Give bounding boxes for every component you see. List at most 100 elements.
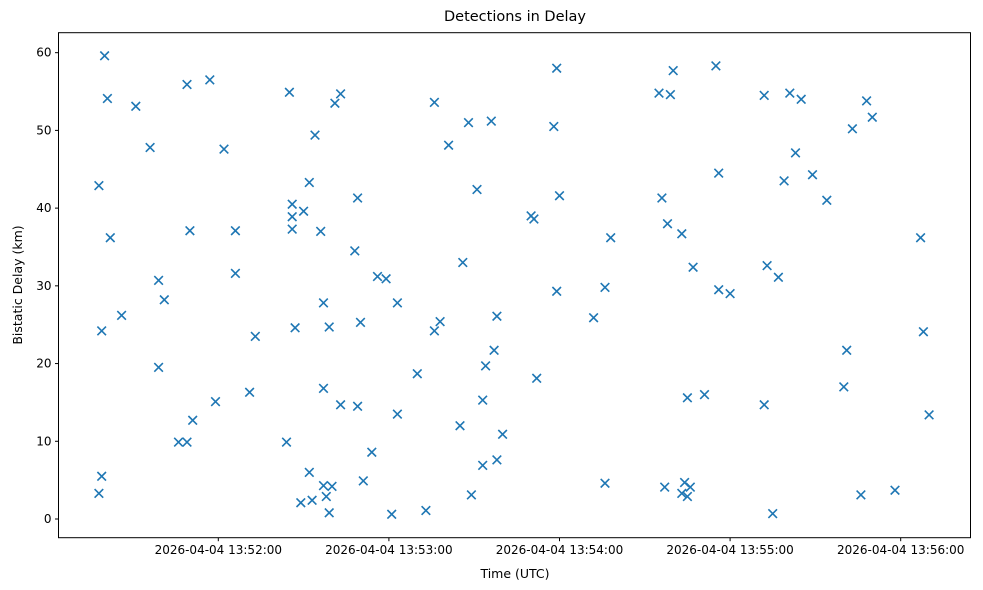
plot-frame	[58, 32, 971, 539]
data-point	[159, 294, 170, 305]
data-point	[548, 121, 559, 132]
data-point	[659, 482, 670, 492]
data-point	[838, 382, 849, 392]
data-point	[492, 311, 502, 322]
data-point	[790, 148, 801, 158]
data-point	[529, 214, 539, 224]
data-point	[915, 232, 926, 243]
y-tick-label: 50	[36, 123, 51, 137]
data-point	[688, 262, 698, 273]
data-point	[94, 488, 104, 499]
data-point	[324, 322, 335, 332]
data-point	[759, 399, 770, 410]
data-point	[662, 218, 673, 229]
x-tick-label: 2026-04-04 13:55:00	[666, 543, 793, 557]
data-point	[924, 410, 934, 420]
data-point	[531, 373, 542, 384]
data-point	[807, 169, 818, 180]
y-tick-label: 10	[36, 434, 51, 448]
data-point	[472, 184, 482, 195]
data-point	[321, 491, 332, 502]
data-point	[307, 495, 317, 506]
data-point	[600, 478, 610, 489]
data-point	[588, 312, 599, 323]
data-point	[477, 460, 488, 471]
data-point	[386, 509, 397, 520]
data-point	[318, 298, 329, 308]
data-point	[102, 93, 113, 104]
data-point	[682, 491, 693, 502]
data-point	[153, 275, 164, 286]
data-point	[185, 225, 195, 236]
data-point	[304, 467, 315, 478]
data-point	[489, 345, 499, 356]
data-point	[492, 455, 502, 465]
data-point	[244, 387, 255, 398]
data-point	[676, 488, 687, 499]
data-point	[355, 317, 366, 328]
data-point	[841, 345, 852, 356]
y-tick-label: 20	[36, 357, 51, 371]
data-point	[711, 61, 721, 71]
data-point	[327, 481, 337, 492]
data-point	[381, 273, 391, 284]
data-point	[773, 272, 784, 283]
y-tick-label: 0	[44, 512, 52, 526]
data-point	[605, 232, 616, 243]
data-point	[182, 79, 192, 90]
data-point	[372, 271, 383, 282]
data-point	[392, 298, 403, 308]
data-point	[486, 116, 497, 126]
data-point	[392, 409, 403, 419]
data-point	[96, 326, 107, 336]
data-point	[187, 415, 198, 426]
data-point	[324, 507, 335, 518]
data-point	[105, 232, 116, 243]
data-point	[281, 437, 292, 447]
data-point	[861, 96, 872, 106]
data-point	[668, 65, 679, 76]
data-point	[219, 144, 229, 154]
data-point	[250, 331, 261, 342]
data-point	[130, 101, 141, 112]
data-point	[600, 282, 610, 293]
data-point	[99, 50, 110, 61]
data-point	[318, 480, 329, 491]
data-point	[421, 505, 431, 516]
data-point	[153, 362, 164, 373]
data-point	[310, 130, 320, 140]
data-point	[779, 176, 789, 186]
x-tick-label: 2026-04-04 13:56:00	[837, 543, 964, 557]
x-tick-label: 2026-04-04 13:54:00	[496, 543, 623, 557]
data-point	[725, 288, 735, 299]
data-point	[366, 447, 377, 458]
data-point	[466, 490, 477, 500]
data-point	[284, 87, 295, 98]
data-point	[96, 471, 107, 482]
y-tick-label: 40	[36, 201, 51, 215]
data-point	[654, 88, 664, 98]
data-point	[352, 193, 363, 203]
data-point	[412, 368, 423, 379]
x-tick-label: 2026-04-04 13:52:00	[155, 543, 282, 557]
data-point	[290, 322, 300, 333]
data-point	[335, 89, 346, 99]
data-point	[435, 316, 445, 327]
data-point	[713, 284, 724, 295]
data-point	[116, 310, 127, 321]
data-point	[676, 228, 687, 239]
y-tick-label: 60	[36, 46, 51, 60]
data-point	[230, 268, 241, 279]
data-point	[713, 168, 724, 178]
data-point	[477, 395, 488, 405]
data-point	[173, 437, 184, 447]
data-point	[94, 180, 104, 191]
data-point	[287, 224, 298, 234]
x-axis-label: Time (UTC)	[480, 566, 550, 581]
data-point	[145, 142, 155, 153]
data-point	[443, 140, 454, 151]
data-point	[287, 199, 298, 210]
data-point	[455, 420, 465, 431]
data-point	[352, 401, 363, 412]
